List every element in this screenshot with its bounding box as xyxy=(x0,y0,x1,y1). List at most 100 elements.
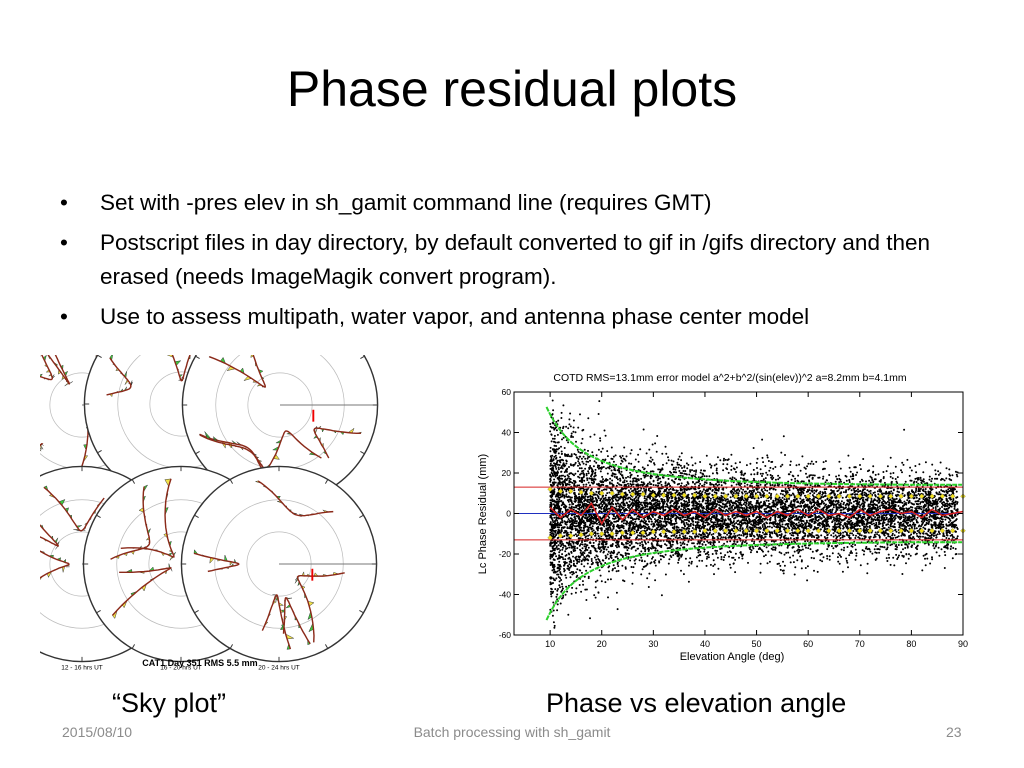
rms-point xyxy=(733,528,739,534)
satellite-track xyxy=(106,355,133,398)
satellite-track xyxy=(261,594,295,650)
rms-point xyxy=(908,528,915,534)
x-tick-label: 90 xyxy=(958,639,968,649)
sky-plot-panel xyxy=(181,355,379,504)
rms-point xyxy=(557,533,564,539)
slide-title: Phase residual plots xyxy=(286,61,738,117)
satellite-track xyxy=(208,355,266,388)
satellite-track xyxy=(110,484,151,560)
sky-plot-panel-label: 20 - 24 hrs UT xyxy=(258,665,300,672)
bullet-item: • Use to assess multipath, water vapor, a… xyxy=(56,300,956,334)
rms-point xyxy=(568,488,574,494)
rms-point xyxy=(774,493,780,499)
rms-point xyxy=(857,493,863,499)
rms-point xyxy=(640,530,646,536)
chart-lines xyxy=(514,406,966,621)
rms-point xyxy=(929,493,935,499)
y-tick-label: 20 xyxy=(502,468,512,478)
rms-point xyxy=(795,493,801,499)
rms-point xyxy=(919,528,925,534)
rms-point xyxy=(671,492,677,498)
x-tick-label: 30 xyxy=(648,639,658,649)
bullet-text: Postscript files in day directory, by de… xyxy=(100,230,930,289)
rms-point xyxy=(712,493,718,499)
rms-point xyxy=(784,528,791,534)
rms-point xyxy=(898,528,904,534)
satellite-track xyxy=(40,550,70,581)
rms-point xyxy=(743,493,749,499)
y-tick-label: 0 xyxy=(506,509,511,519)
rms-point xyxy=(599,490,605,496)
rms-point xyxy=(949,493,956,499)
rms-point xyxy=(691,529,698,535)
rms-point xyxy=(588,490,595,496)
rms-point xyxy=(753,493,760,499)
rms-point xyxy=(939,528,946,534)
satellite-track xyxy=(43,485,105,532)
rms-point xyxy=(795,528,801,534)
satellite-track xyxy=(40,524,60,550)
rms-point xyxy=(774,528,780,534)
rms-point xyxy=(722,528,729,534)
rms-point xyxy=(691,492,698,498)
rms-point xyxy=(939,493,946,499)
rms-point xyxy=(846,493,853,499)
rms-point xyxy=(815,528,822,534)
satellite-track xyxy=(193,549,240,573)
x-tick-label: 70 xyxy=(855,639,865,649)
rms-point xyxy=(578,489,584,495)
sky-plot-panel-label: 16 - 20 hrs UT xyxy=(160,665,202,672)
y-axis-label: Lc Phase Residual (mm) xyxy=(477,454,489,574)
rms-point xyxy=(826,493,832,499)
y-tick-label: -20 xyxy=(499,549,512,559)
chart-title: COTD RMS=13.1mm error model a^2+b^2/(sin… xyxy=(553,372,906,384)
rms-point xyxy=(557,488,564,494)
rms-point xyxy=(857,528,863,534)
satellite-track xyxy=(40,355,55,381)
sky-plot-footer-label: CAT1 Day 351 RMS 5.5 mm xyxy=(142,658,257,668)
satellite-track xyxy=(313,425,362,459)
caption-phase-elevation: Phase vs elevation angle xyxy=(546,688,847,718)
satellite-track xyxy=(47,355,73,387)
rms-point xyxy=(743,528,749,534)
rms-point xyxy=(805,493,811,499)
bullet-text: Set with -pres elev in sh_gamit command … xyxy=(100,190,712,215)
rms-point xyxy=(815,493,822,499)
rms-point xyxy=(578,532,584,538)
bullet-text: Use to assess multipath, water vapor, an… xyxy=(100,304,810,329)
rms-point xyxy=(712,528,718,534)
rms-point xyxy=(547,486,553,492)
rms-point xyxy=(784,493,791,499)
rms-point xyxy=(599,531,605,537)
error-model-curve xyxy=(545,541,962,621)
chart-axes: 10 20 30 40 50 60 70 80 90 -60 -40 -20 0 20 40 60 xyxy=(499,387,968,649)
bullet-item: • Set with -pres elev in sh_gamit command… xyxy=(56,186,956,220)
y-tick-label: 60 xyxy=(502,387,512,397)
y-tick-label: -60 xyxy=(499,630,512,640)
rms-point xyxy=(888,493,894,499)
x-tick-label: 20 xyxy=(597,639,607,649)
rms-point xyxy=(568,533,574,539)
mean-residual-line xyxy=(549,502,964,526)
rms-point xyxy=(629,530,636,536)
rms-point xyxy=(764,493,770,499)
x-tick-label: 60 xyxy=(803,639,813,649)
rms-point xyxy=(929,528,935,534)
rms-point xyxy=(681,529,688,535)
satellite-track xyxy=(166,355,191,382)
rms-point xyxy=(836,493,842,499)
x-tick-label: 40 xyxy=(700,639,710,649)
x-axis-label: Elevation Angle (deg) xyxy=(680,651,785,663)
satellite-track xyxy=(111,563,173,620)
satellite-track xyxy=(40,443,44,452)
footer-date: 2015/08/10 xyxy=(62,724,133,740)
footer-title: Batch processing with sh_gamit xyxy=(413,724,611,740)
rms-point xyxy=(702,528,708,534)
bullet-list: • Set with -pres elev in sh_gamit command… xyxy=(56,186,956,340)
rms-point xyxy=(619,530,626,536)
rms-point xyxy=(609,531,615,537)
rms-point xyxy=(671,529,677,535)
sky-plot-panel xyxy=(180,465,378,663)
rms-point xyxy=(898,493,904,499)
satellite-track xyxy=(294,571,345,643)
